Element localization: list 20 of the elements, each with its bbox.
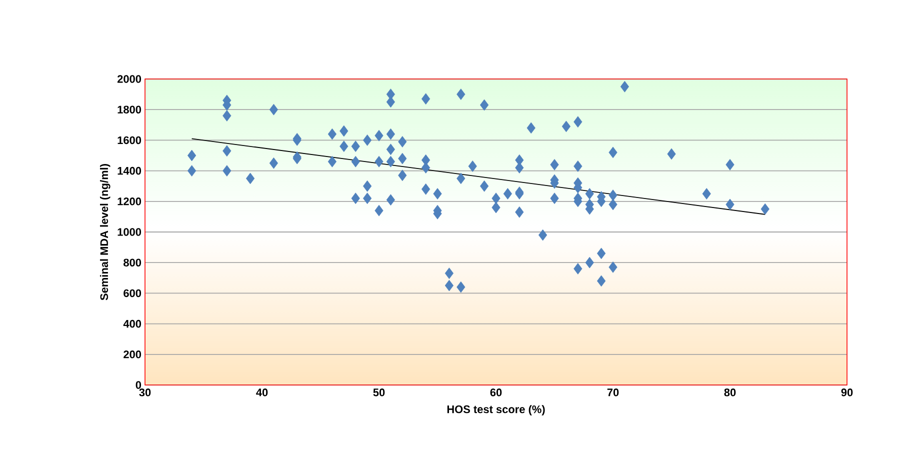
x-tick-label: 60: [490, 388, 502, 396]
x-axis-title: HOS test score (%): [447, 405, 545, 416]
x-tick-label: 90: [841, 388, 853, 396]
y-tick-label: 200: [124, 350, 142, 358]
x-tick-label: 30: [139, 388, 151, 396]
x-tick-label: 40: [256, 388, 268, 396]
y-tick-label: 1000: [118, 228, 142, 236]
x-tick-label: 50: [373, 388, 385, 396]
y-tick-label: 0: [136, 381, 142, 389]
y-axis-title: Seminal MDA level (ng/ml): [100, 164, 110, 300]
y-tick-label: 400: [123, 320, 142, 328]
y-tick-label: 1800: [118, 106, 142, 114]
y-tick-label: 800: [124, 258, 142, 266]
y-tick-label: 2000: [117, 75, 142, 83]
y-tick-label: 600: [124, 289, 142, 298]
y-tick-label: 1600: [118, 136, 142, 144]
y-tick-label: 1200: [118, 198, 142, 206]
x-tick-label: 80: [724, 388, 736, 396]
x-tick-label: 70: [607, 388, 619, 396]
y-tick-label: 1400: [118, 166, 142, 175]
